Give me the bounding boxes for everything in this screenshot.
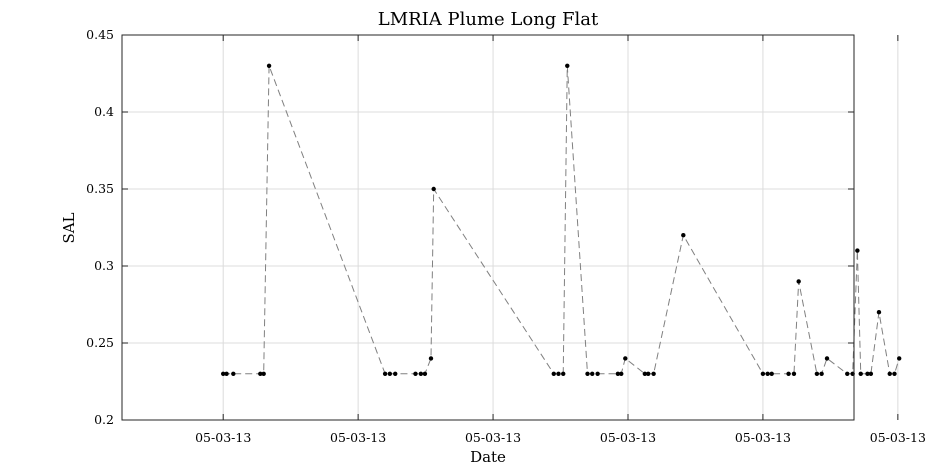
data-point bbox=[623, 356, 628, 361]
data-point bbox=[231, 371, 236, 376]
data-point bbox=[590, 371, 595, 376]
data-point bbox=[428, 356, 434, 361]
data-point bbox=[431, 186, 436, 192]
y-axis-title: SAL bbox=[60, 212, 78, 243]
y-tick-label: 0.2 bbox=[94, 412, 114, 427]
chart-title: LMRIA Plume Long Flat bbox=[378, 9, 599, 30]
y-tick-label: 0.35 bbox=[86, 181, 114, 196]
data-point bbox=[387, 371, 393, 376]
x-tick-label: 05-03-13 bbox=[600, 430, 656, 445]
x-tick-label: 05-03-13 bbox=[195, 430, 251, 445]
data-point bbox=[422, 371, 428, 376]
data-point bbox=[646, 371, 651, 376]
data-point bbox=[258, 371, 263, 376]
data-point bbox=[887, 371, 892, 376]
x-tick-label: 05-03-13 bbox=[465, 430, 521, 445]
data-point bbox=[786, 371, 791, 376]
data-point bbox=[619, 371, 624, 376]
data-point bbox=[819, 371, 824, 376]
data-point bbox=[418, 371, 424, 376]
data-point bbox=[224, 371, 229, 376]
data-point bbox=[393, 371, 398, 376]
data-point bbox=[413, 371, 418, 376]
data-point bbox=[615, 371, 621, 376]
data-point bbox=[814, 371, 820, 376]
y-tick-label: 0.3 bbox=[94, 258, 114, 273]
x-axis-title: Date bbox=[470, 448, 506, 466]
data-point bbox=[382, 371, 388, 376]
plot-background bbox=[122, 35, 854, 420]
data-point bbox=[561, 371, 566, 376]
data-point bbox=[220, 371, 226, 376]
y-tick-label: 0.4 bbox=[94, 104, 114, 119]
data-point bbox=[796, 279, 801, 284]
tick-labels: 0.2 0.25 0.3 0.35 0.4 0.45 05-03-13 05-03-13 05-… bbox=[86, 27, 926, 445]
y-tick-label: 0.45 bbox=[86, 27, 114, 42]
data-point bbox=[595, 371, 600, 376]
plot-frame bbox=[121, 34, 855, 421]
data-point bbox=[897, 356, 902, 361]
x-tick-label: 05-03-13 bbox=[870, 430, 926, 445]
data-point bbox=[261, 371, 266, 376]
data-point bbox=[551, 371, 556, 376]
x-tick-label: 05-03-13 bbox=[330, 430, 386, 445]
data-point bbox=[266, 63, 272, 68]
data-point bbox=[865, 371, 870, 376]
data-point bbox=[791, 371, 797, 376]
data-point bbox=[868, 371, 874, 376]
x-tick-label: 05-03-13 bbox=[735, 430, 791, 445]
data-point bbox=[681, 233, 686, 238]
data-point bbox=[585, 371, 590, 376]
data-point bbox=[651, 371, 656, 376]
data-point bbox=[556, 371, 561, 376]
data-point bbox=[892, 371, 897, 376]
data-point bbox=[855, 248, 860, 253]
data-point bbox=[642, 371, 648, 376]
data-points bbox=[220, 63, 902, 376]
data-point bbox=[565, 63, 570, 68]
data-point bbox=[845, 371, 850, 376]
data-point bbox=[876, 310, 882, 315]
data-point bbox=[824, 356, 830, 361]
data-point bbox=[760, 371, 766, 376]
data-point bbox=[769, 371, 774, 376]
y-tick-label: 0.25 bbox=[86, 335, 114, 350]
data-point bbox=[858, 371, 863, 376]
axis-ticks bbox=[122, 34, 899, 421]
data-point bbox=[765, 371, 770, 376]
